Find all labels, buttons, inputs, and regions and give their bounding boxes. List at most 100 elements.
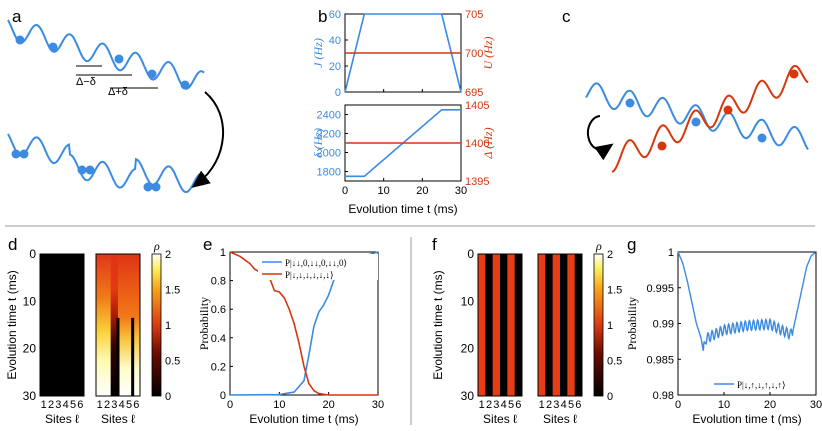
xtick-label: 1 (479, 399, 485, 411)
ytick-label: 10 (461, 294, 475, 308)
ytick-label: 0.4 (211, 333, 226, 345)
ytick-label-right: 695 (465, 87, 483, 99)
heatmap-column (545, 254, 553, 396)
panel-c-schematic (585, 64, 809, 173)
ytick-label: 30 (461, 389, 475, 403)
lattice-potential-top (7, 19, 205, 90)
xtick-label: 5 (568, 399, 574, 411)
legend-label: P|↓,↑,↓,↑,↓,↑⟩ (737, 380, 786, 390)
xtick-label: 6 (77, 399, 83, 411)
ytick-label: 0.99 (653, 319, 674, 331)
ytick-label: 0.98 (653, 390, 674, 402)
xlabel: Sites ℓ (543, 412, 577, 426)
colorbar-tick-label: 2 (165, 249, 171, 261)
ytick-label-left: 60 (329, 9, 341, 21)
ylabel: Evolution time t (ms) (5, 270, 19, 379)
xtick-label: 6 (575, 399, 581, 411)
panel-label-e: e (203, 235, 212, 254)
xtick-label: 5 (508, 399, 514, 411)
xtick-label: 30 (372, 399, 384, 411)
ytick-label: 0.995 (646, 283, 674, 295)
atom-pair (77, 165, 87, 175)
atom (15, 35, 25, 45)
heatmap-frame (477, 253, 523, 397)
xtick-label: 2 (486, 399, 492, 411)
xtick-label: 5 (70, 399, 76, 411)
xtick-label: 10 (718, 399, 730, 411)
ytick-label: 0 (220, 390, 226, 402)
heatmap-column (492, 254, 501, 396)
ytick-label-left: 1800 (317, 167, 341, 179)
xtick-label: 1 (539, 399, 545, 411)
colorbar (593, 253, 604, 397)
xtick-label: 30 (810, 399, 822, 411)
ylabel: Probability (197, 297, 211, 350)
panel-label-b: b (318, 7, 327, 26)
xlabel: Evolution time t (ms) (348, 202, 457, 216)
lattice-spin-up (611, 64, 809, 173)
heatmap-gap (131, 317, 135, 396)
ytick-label: 1 (668, 247, 674, 259)
colorbar-tick-label: 0 (165, 391, 171, 403)
colorbar-label: ρ (153, 239, 160, 253)
ytick-label-left: 0 (335, 87, 341, 99)
ytick-label-left: 2400 (317, 110, 341, 122)
heatmap-column (574, 254, 583, 396)
colorbar-tick-label: 1 (165, 320, 171, 332)
panel-g-probability: 0 10 20 30 0.98 0.985 0.99 0.995 1 Evolution time… (625, 247, 822, 426)
xtick-label: 1 (97, 399, 103, 411)
ytick-label-right: 1400 (465, 138, 489, 150)
xtick-label: 0 (675, 399, 681, 411)
heatmap-column (96, 254, 104, 396)
xtick-label: 3 (111, 399, 117, 411)
ylabel-left: δ (Hz) (311, 128, 325, 158)
heatmap-column (478, 254, 486, 396)
ytick-label-right: 705 (465, 9, 483, 21)
series-line (677, 251, 816, 351)
label-delta-plus: Δ+δ (108, 86, 128, 98)
heatmap-column (552, 254, 561, 396)
heatmap-column (125, 254, 133, 396)
panel-label-g: g (627, 235, 636, 254)
ytick-label: 0 (29, 247, 36, 261)
ytick-label: 1 (220, 247, 226, 259)
ytick-label-left: 2200 (317, 129, 341, 141)
xtick-label: 2 (546, 399, 552, 411)
panel-a-schematic: Δ−δ Δ+δ (7, 19, 225, 194)
ytick-label-right: 1405 (465, 100, 489, 112)
xtick-label: 10 (273, 399, 285, 411)
ytick-label: 10 (23, 294, 37, 308)
xlabel: Sites ℓ (483, 412, 517, 426)
legend-label: P|↓↓,0,↓↓,0,↓↓,0⟩ (285, 258, 347, 268)
colorbar-tick-label: 1.5 (607, 285, 622, 297)
ytick-label: 0.6 (211, 304, 226, 316)
xtick-label: 4 (63, 399, 69, 411)
colorbar-tick-label: 1 (607, 320, 613, 332)
xtick-label: 6 (515, 399, 521, 411)
heatmap-column (567, 254, 575, 396)
heatmap-cell (40, 254, 84, 396)
colorbar (151, 253, 162, 397)
panel-label-a: a (12, 7, 22, 26)
colorbar-tick-label: 0.5 (165, 356, 180, 368)
xlabel: Sites ℓ (101, 412, 135, 426)
xlabel: Evolution time t (ms) (249, 412, 358, 426)
colorbar-tick-label: 0 (607, 391, 613, 403)
ytick-label: 0.985 (646, 354, 674, 366)
atom (48, 42, 58, 52)
xtick-label: 20 (323, 399, 335, 411)
xtick-label: 3 (553, 399, 559, 411)
xtick-label: 5 (126, 399, 132, 411)
colorbar-tick-label: 0.5 (607, 356, 622, 368)
atom-pair (151, 182, 161, 192)
heatmap-column (560, 254, 568, 396)
xtick-label: 20 (416, 185, 428, 197)
xtick-label: 2 (48, 399, 54, 411)
ytick-label-left: 40 (329, 35, 341, 47)
heatmap-column (538, 254, 546, 396)
xtick-label: 0 (342, 185, 348, 197)
atom-pair (19, 149, 29, 159)
